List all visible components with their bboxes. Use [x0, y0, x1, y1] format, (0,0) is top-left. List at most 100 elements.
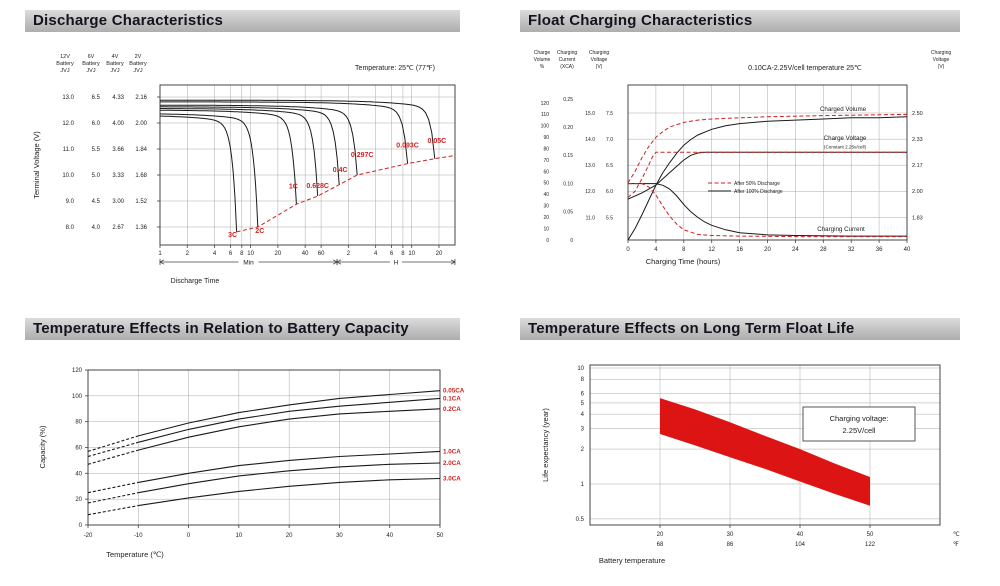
svg-text:(V): (V)	[938, 64, 945, 70]
axis-labels: 0 20 40 60 80 100 120 -20 -10 0 10 20 30 40 50 Capacity…	[38, 368, 444, 559]
svg-text:2: 2	[581, 447, 585, 453]
svg-text:Charged Volume: Charged Volume	[820, 106, 867, 113]
svg-text:2.17: 2.17	[912, 163, 923, 169]
svg-text:10: 10	[577, 366, 584, 372]
svg-text:12: 12	[708, 247, 715, 253]
svg-text:20: 20	[657, 532, 664, 538]
svg-text:0.10CA-2.25V/cell temperature: 0.10CA-2.25V/cell temperature 25℃	[748, 65, 862, 72]
svg-text:-10: -10	[134, 533, 143, 539]
svg-text:5.5: 5.5	[606, 215, 613, 221]
svg-text:2.00: 2.00	[912, 189, 923, 195]
svg-text:50: 50	[867, 532, 874, 538]
svg-text:JVJ: JVJ	[110, 68, 119, 74]
svg-text:6.0: 6.0	[92, 121, 101, 127]
svg-text:60: 60	[318, 251, 325, 257]
svg-text:0.20: 0.20	[563, 125, 573, 131]
axis-labels: ChargeVolume%ChargingCurrent(XCA)Chargin…	[534, 50, 952, 266]
float-life-band	[660, 398, 870, 506]
svg-text:Charging Current: Charging Current	[817, 226, 865, 233]
svg-text:6: 6	[581, 392, 585, 398]
panel-title-temp-capacity: Temperature Effects in Relation to Batte…	[25, 318, 460, 340]
svg-text:4: 4	[213, 251, 217, 257]
svg-text:20: 20	[764, 247, 771, 253]
svg-text:2.50: 2.50	[912, 111, 923, 117]
svg-text:6V: 6V	[88, 54, 95, 60]
svg-text:20: 20	[75, 497, 82, 503]
svg-text:2: 2	[347, 251, 351, 257]
svg-text:1: 1	[158, 251, 162, 257]
svg-text:24: 24	[792, 247, 799, 253]
svg-text:2.16: 2.16	[135, 95, 147, 101]
svg-text:4.00: 4.00	[112, 121, 124, 127]
svg-text:4V: 4V	[112, 54, 119, 60]
svg-text:(Constant 2.25v/cell): (Constant 2.25v/cell)	[824, 145, 867, 150]
svg-text:Charging voltage:: Charging voltage:	[830, 414, 889, 423]
panel-title-discharge-text: Discharge Characteristics	[33, 12, 224, 29]
svg-text:3.33: 3.33	[112, 173, 124, 179]
svg-text:40: 40	[797, 532, 804, 538]
svg-text:14.0: 14.0	[585, 137, 595, 143]
svg-text:110: 110	[541, 112, 549, 118]
discharge-curves: 3C 2C 1C 0.628C 0.4C 0.297C 0.093C 0.05C	[159, 99, 456, 239]
svg-text:60: 60	[543, 169, 549, 175]
svg-text:28: 28	[820, 247, 827, 253]
svg-text:6.5: 6.5	[92, 95, 101, 101]
svg-text:Charging: Charging	[589, 50, 610, 56]
svg-text:80: 80	[75, 420, 82, 426]
svg-text:0: 0	[79, 523, 83, 529]
curve-annotations: Charged Volume Charge Voltage (Constant 2.…	[817, 106, 867, 233]
svg-text:JVJ: JVJ	[86, 68, 95, 74]
svg-text:Battery temperature: Battery temperature	[599, 556, 665, 565]
panel-title-temp-capacity-text: Temperature Effects in Relation to Batte…	[33, 320, 409, 337]
svg-text:Battery: Battery	[129, 61, 147, 67]
svg-text:40: 40	[543, 192, 549, 198]
svg-text:℃: ℃	[953, 532, 960, 538]
svg-text:JVJ: JVJ	[60, 68, 69, 74]
svg-text:20: 20	[436, 251, 443, 257]
svg-text:86: 86	[727, 542, 734, 548]
svg-text:2.67: 2.67	[112, 225, 124, 231]
charging-voltage-annotation: Charging voltage: 2.25V/cell	[802, 406, 916, 442]
svg-text:8: 8	[401, 251, 405, 257]
svg-text:13.0: 13.0	[585, 163, 595, 169]
panel-title-float-life-text: Temperature Effects on Long Term Float L…	[528, 320, 855, 337]
svg-text:3.66: 3.66	[112, 147, 124, 153]
panel-title-discharge: Discharge Characteristics	[25, 10, 460, 32]
svg-text:Battery: Battery	[106, 61, 124, 67]
svg-text:Temperature (℃): Temperature (℃)	[106, 550, 164, 559]
svg-text:30: 30	[336, 533, 343, 539]
svg-text:4.5: 4.5	[92, 199, 101, 205]
svg-text:2: 2	[186, 251, 190, 257]
svg-text:12.0: 12.0	[62, 121, 74, 127]
svg-text:10: 10	[236, 533, 243, 539]
svg-text:68: 68	[657, 542, 664, 548]
svg-text:0.5: 0.5	[576, 517, 585, 523]
svg-text:80: 80	[543, 146, 549, 152]
svg-text:Life expectancy (year): Life expectancy (year)	[541, 408, 550, 482]
temperature-capacity-chart: 0 20 40 60 80 100 120 -20 -10 0 10 20 30 40 50 Capacity…	[38, 368, 465, 559]
svg-text:1.83: 1.83	[912, 215, 923, 221]
svg-text:1.36: 1.36	[135, 225, 147, 231]
svg-text:2.25V/cell: 2.25V/cell	[843, 426, 876, 435]
svg-text:Terminal Voltage (V): Terminal Voltage (V)	[32, 131, 41, 199]
svg-text:1C: 1C	[289, 183, 298, 190]
svg-text:50: 50	[543, 181, 549, 187]
svg-text:Charge: Charge	[534, 50, 551, 56]
svg-text:10: 10	[543, 226, 549, 232]
svg-text:0.093C: 0.093C	[396, 143, 419, 150]
svg-text:40: 40	[904, 247, 911, 253]
svg-text:2.33: 2.33	[912, 137, 923, 143]
svg-text:Voltage: Voltage	[933, 57, 950, 63]
svg-text:JVJ: JVJ	[133, 68, 142, 74]
svg-text:4: 4	[581, 412, 585, 418]
svg-text:6: 6	[229, 251, 233, 257]
svg-text:0.15: 0.15	[563, 153, 573, 159]
svg-text:After 50% Discharge: After 50% Discharge	[734, 181, 780, 187]
svg-text:4.33: 4.33	[112, 95, 124, 101]
svg-text:Voltage: Voltage	[591, 57, 608, 63]
svg-text:4: 4	[654, 247, 658, 253]
svg-text:1: 1	[581, 482, 585, 488]
svg-text:0.4C: 0.4C	[333, 167, 348, 174]
svg-text:5.5: 5.5	[92, 147, 101, 153]
